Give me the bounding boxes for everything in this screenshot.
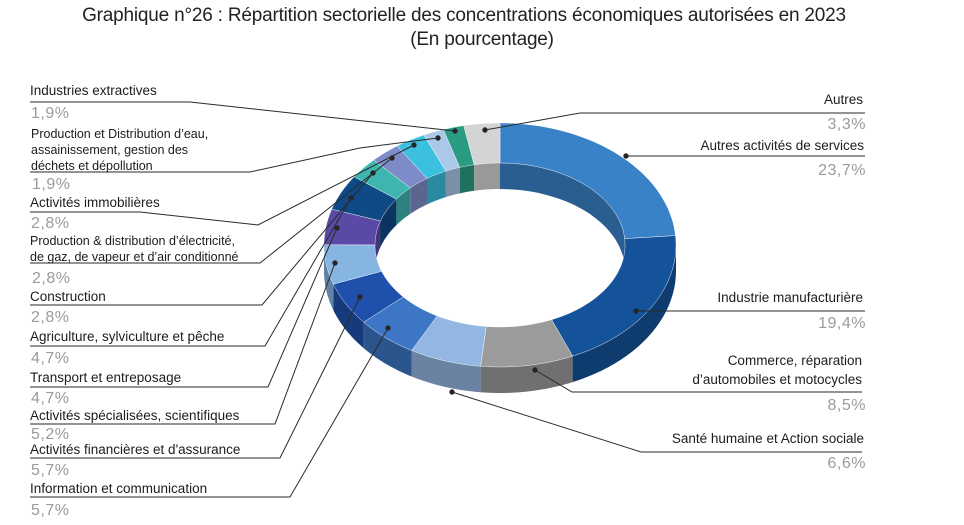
label-industries-extractives: Industries extractives [30,83,157,98]
donut-outer-wall [480,356,573,393]
value-autres-services: 23,7% [818,162,866,179]
donut-outer-wall [324,245,334,311]
donut-slices [323,122,677,393]
label-eau-line2: assainissement, gestion des [31,143,189,157]
label-autres: Autres [823,92,863,107]
value-activites-financieres: 5,7% [31,462,70,479]
label-commerce-line2: d’automobiles et motocycles [692,372,862,387]
donut-inner-wall [427,171,446,205]
value-information-communication: 5,7% [31,502,70,519]
value-industries-extractives: 1,9% [31,105,70,122]
chart-title: Graphique n°26 : Répartition sectorielle… [0,4,964,52]
donut-inner-wall [445,167,460,198]
value-agriculture: 4,7% [31,350,70,367]
label-electricite-line2: de gaz, de vapeur et d’air conditionné [30,250,239,264]
donut-inner-wall [474,163,500,191]
label-transport: Transport et entreposage [30,370,182,385]
leader-line [30,144,415,226]
donut-inner-wall [410,178,427,214]
label-activites-specialisees: Activités spécialisées, scientifiques [30,408,240,423]
label-construction: Construction [30,289,106,304]
donut-outer-wall [572,245,676,383]
leader-line [451,391,862,453]
label-autres-services: Autres activités de services [700,138,864,153]
leader-line [30,157,393,264]
label-commerce-line1: Commerce, réparation [727,353,862,368]
donut-inner-wall [459,164,475,194]
leader-line [534,369,862,393]
value-commerce: 8,5% [827,397,866,414]
donut-slice [551,235,677,357]
label-activites-financieres: Activités financières et d'assurance [30,442,241,457]
label-eau-line3: déchets et dépollution [31,159,153,173]
value-sante: 6,6% [827,455,866,472]
donut-inner-wall [396,187,411,226]
value-autres: 3,3% [827,116,866,133]
leader-line [30,327,389,498]
leader-line [30,296,361,459]
value-construction: 2,8% [31,309,70,326]
leader-line [30,137,439,173]
label-agriculture: Agriculture, sylviculture et pêche [30,329,225,344]
donut-outer-wall [411,350,481,393]
chart-subtitle: (En pourcentage) [410,29,554,50]
leader-line [30,101,456,132]
value-activites-immobilieres: 2,8% [31,215,70,232]
value-electricite: 2,8% [32,270,71,287]
value-industrie-manufacturiere: 19,4% [818,315,866,332]
label-information-communication: Information et communication [30,481,208,496]
leader-line [30,227,338,388]
chart-title-line1: Graphique n°26 : Répartition sectorielle… [82,5,846,26]
donut-slice [463,122,501,166]
donut-outer-wall [333,284,364,349]
donut-inner-wall [500,163,625,265]
value-activites-specialisees: 5,2% [31,426,70,443]
donut-outer-wall [363,322,412,377]
label-electricite-line1: Production & distribution d’électricité, [30,234,235,248]
leader-line [484,112,865,131]
leader-line [30,197,352,347]
label-activites-immobilieres: Activités immobilières [30,195,160,210]
label-sante: Santé humaine et Action sociale [671,431,864,446]
label-industrie-manufacturiere: Industrie manufacturière [717,290,863,305]
label-eau-line1: Production et Distribution d’eau, [31,127,209,141]
leader-line [30,262,336,425]
donut-inner-wall [380,199,397,247]
leader-lines [30,101,865,498]
value-transport: 4,7% [31,390,70,407]
leader-line [30,172,374,306]
value-eau: 1,9% [32,176,71,193]
